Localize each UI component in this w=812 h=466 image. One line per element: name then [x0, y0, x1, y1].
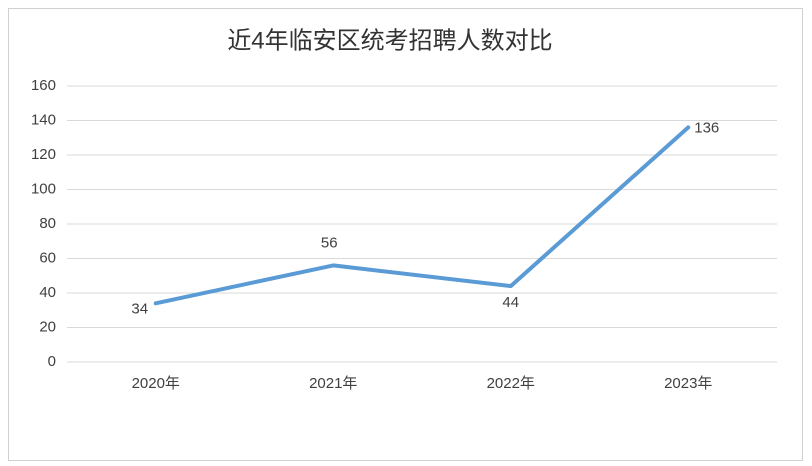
y-tick-label: 60 [39, 249, 56, 266]
y-tick-label: 20 [39, 318, 56, 335]
y-tick-label: 0 [48, 353, 56, 370]
y-tick-label: 140 [31, 111, 56, 128]
y-tick-label: 100 [31, 180, 56, 197]
x-tick-label: 2020年 [132, 375, 180, 392]
x-tick-label: 2021年 [309, 375, 357, 392]
y-tick-label: 40 [39, 284, 56, 301]
y-tick-label: 80 [39, 215, 56, 232]
data-label: 56 [321, 234, 338, 251]
chart-title: 近4年临安区统考招聘人数对比 [227, 27, 552, 54]
x-tick-label: 2022年 [487, 375, 535, 392]
data-label: 34 [131, 300, 148, 317]
y-tick-label: 160 [31, 77, 56, 94]
data-label: 136 [694, 119, 719, 136]
x-tick-label: 2023年 [664, 375, 712, 392]
y-tick-label: 120 [31, 146, 56, 163]
chart-border [8, 8, 803, 461]
line-series [153, 125, 691, 306]
data-label: 44 [502, 294, 519, 311]
